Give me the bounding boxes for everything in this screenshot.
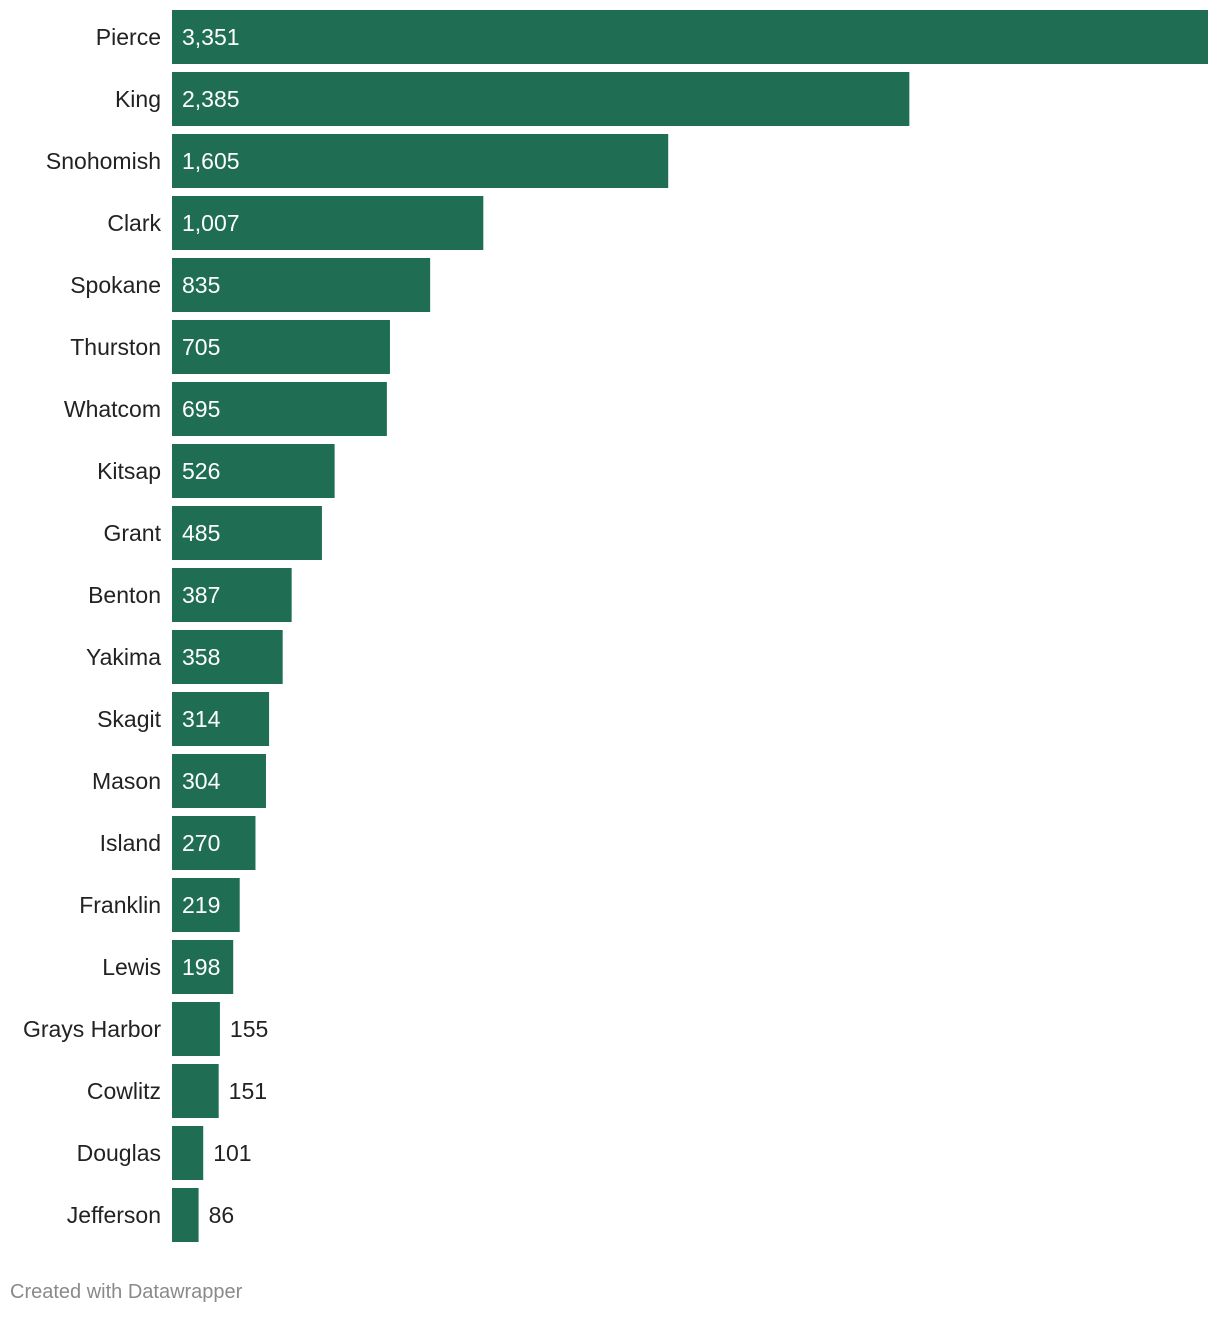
value-label-pierce: 3,351 [182, 24, 240, 50]
bar-kitsap [172, 444, 335, 498]
category-label-island: Island [100, 830, 161, 856]
value-label-spokane: 835 [182, 272, 220, 298]
value-label-king: 2,385 [182, 86, 240, 112]
category-label-douglas: Douglas [77, 1140, 161, 1166]
category-label-clark: Clark [107, 210, 161, 236]
bar-skagit [172, 692, 270, 746]
value-label-cowlitz: 151 [229, 1078, 267, 1104]
category-label-spokane: Spokane [70, 272, 161, 298]
value-label-mason: 304 [182, 768, 221, 794]
bar-spokane [172, 258, 431, 312]
category-label-mason: Mason [92, 768, 161, 794]
category-label-skagit: Skagit [97, 706, 162, 732]
bar-jefferson [172, 1188, 199, 1242]
category-label-lewis: Lewis [102, 954, 161, 980]
category-label-grant: Grant [103, 520, 161, 546]
value-label-clark: 1,007 [182, 210, 240, 236]
category-label-snohomish: Snohomish [46, 148, 161, 174]
category-label-cowlitz: Cowlitz [87, 1078, 161, 1104]
value-label-kitsap: 526 [182, 458, 220, 484]
value-label-lewis: 198 [182, 954, 220, 980]
category-label-whatcom: Whatcom [64, 396, 161, 422]
bar-king [172, 72, 910, 126]
bar-yakima [172, 630, 283, 684]
category-label-king: King [115, 86, 161, 112]
value-label-benton: 387 [182, 582, 220, 608]
value-label-jefferson: 86 [209, 1202, 235, 1228]
category-label-jefferson: Jefferson [67, 1202, 161, 1228]
bar-grays-harbor [172, 1002, 220, 1056]
category-label-thurston: Thurston [70, 334, 161, 360]
category-label-grays-harbor: Grays Harbor [23, 1016, 161, 1042]
bar-thurston [172, 320, 390, 374]
category-label-kitsap: Kitsap [97, 458, 161, 484]
bar-chart: Pierce 3,351 King 2,385 Snohomish 1,605 Clark 1… [23, 10, 1208, 1242]
bar-benton [172, 568, 292, 622]
value-label-grays-harbor: 155 [230, 1016, 268, 1042]
value-label-snohomish: 1,605 [182, 148, 240, 174]
value-label-island: 270 [182, 830, 220, 856]
bar-mason [172, 754, 266, 808]
bar-pierce [172, 10, 1208, 64]
bar-snohomish [172, 134, 669, 188]
value-label-douglas: 101 [213, 1140, 251, 1166]
category-label-franklin: Franklin [79, 892, 161, 918]
category-label-pierce: Pierce [96, 24, 161, 50]
value-label-whatcom: 695 [182, 396, 220, 422]
category-label-yakima: Yakima [86, 644, 161, 670]
bar-lewis [172, 940, 234, 994]
bar-cowlitz [172, 1064, 219, 1118]
bar-whatcom [172, 382, 387, 436]
bar-grant [172, 506, 322, 560]
value-label-thurston: 705 [182, 334, 220, 360]
value-label-skagit: 314 [182, 706, 221, 732]
bar-island [172, 816, 256, 870]
bar-franklin [172, 878, 240, 932]
bar-clark [172, 196, 484, 250]
value-label-yakima: 358 [182, 644, 220, 670]
datawrapper-credit: Created with Datawrapper [10, 1281, 243, 1303]
value-label-franklin: 219 [182, 892, 220, 918]
bar-douglas [172, 1126, 204, 1180]
value-label-grant: 485 [182, 520, 220, 546]
category-label-benton: Benton [88, 582, 161, 608]
